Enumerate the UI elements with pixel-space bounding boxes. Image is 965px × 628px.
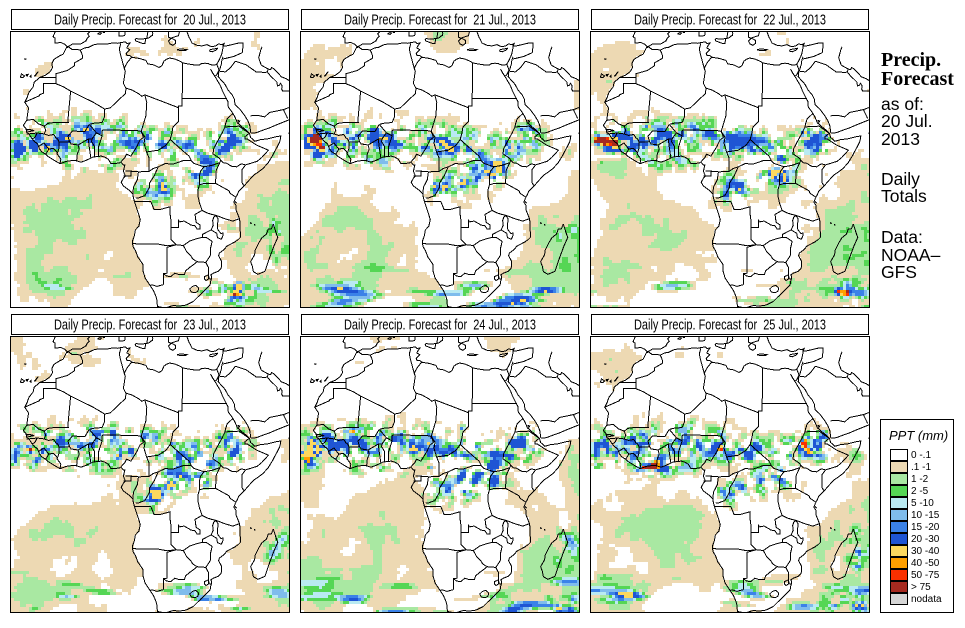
svg-text:Daily Precip. Forecast for 25: Daily Precip. Forecast for 25 Jul., 2013 <box>634 318 826 334</box>
svg-text:Daily Precip. Forecast for 22: Daily Precip. Forecast for 22 Jul., 2013 <box>634 13 826 29</box>
svg-text:Daily Precip. Forecast for 20: Daily Precip. Forecast for 20 Jul., 2013 <box>54 13 246 29</box>
svg-text:Daily Precip. Forecast for 23: Daily Precip. Forecast for 23 Jul., 2013 <box>54 318 246 334</box>
svg-text:Daily Precip. Forecast for 21: Daily Precip. Forecast for 21 Jul., 2013 <box>344 13 536 29</box>
svg-text:Daily Precip. Forecast for 24: Daily Precip. Forecast for 24 Jul., 2013 <box>344 318 536 334</box>
